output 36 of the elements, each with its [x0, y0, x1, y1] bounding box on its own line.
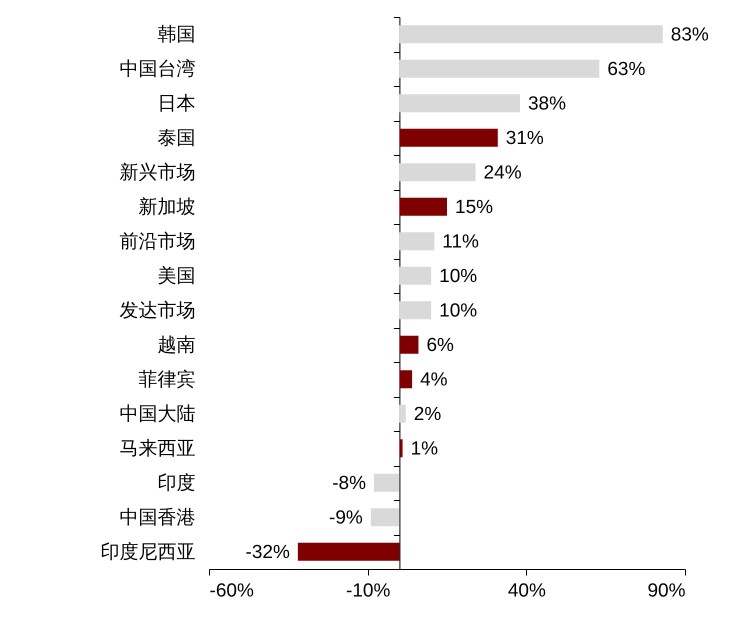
data-label: 63%	[607, 58, 646, 80]
y-tick-label: 中国香港	[120, 507, 196, 528]
y-tick-label: 越南	[158, 334, 196, 356]
data-label: 2%	[414, 404, 442, 425]
x-tick-label: 90%	[647, 580, 686, 602]
y-tick-label: 印度	[158, 472, 196, 494]
data-label: 24%	[484, 162, 522, 184]
data-label: -8%	[332, 472, 366, 494]
y-tick-label: 新加坡	[138, 196, 196, 218]
data-label: -32%	[245, 542, 290, 563]
y-tick-label: 中国台湾	[120, 58, 196, 80]
data-label: -9%	[329, 507, 363, 528]
y-tick-label: 发达市场	[120, 299, 196, 322]
y-tick-label: 前沿市场	[120, 230, 196, 252]
y-tick-label: 印度尼西亚	[100, 540, 196, 563]
data-label: 1%	[410, 438, 438, 460]
data-label: 31%	[506, 128, 544, 149]
data-label: 11%	[442, 231, 480, 252]
y-tick-label: 菲律宾	[138, 368, 196, 390]
y-tick-label: 泰国	[158, 128, 196, 149]
data-label: 15%	[455, 196, 494, 218]
x-tick-label: 40%	[508, 580, 546, 602]
y-tick-label: 日本	[158, 93, 196, 114]
data-label: 10%	[439, 300, 478, 322]
y-tick-label: 新兴市场	[120, 161, 196, 184]
x-tick-label: -60%	[210, 580, 254, 602]
data-label: 83%	[670, 24, 709, 46]
data-label: 10%	[439, 266, 478, 287]
x-tick-label: -10%	[346, 580, 390, 602]
data-label: 6%	[426, 334, 454, 356]
data-label: 38%	[528, 93, 566, 114]
data-label: 4%	[420, 369, 448, 390]
y-tick-label: 马来西亚	[120, 438, 196, 460]
y-tick-label: 美国	[158, 264, 196, 287]
y-tick-label: 中国大陆	[120, 404, 196, 425]
y-tick-label: 韩国	[158, 24, 196, 46]
